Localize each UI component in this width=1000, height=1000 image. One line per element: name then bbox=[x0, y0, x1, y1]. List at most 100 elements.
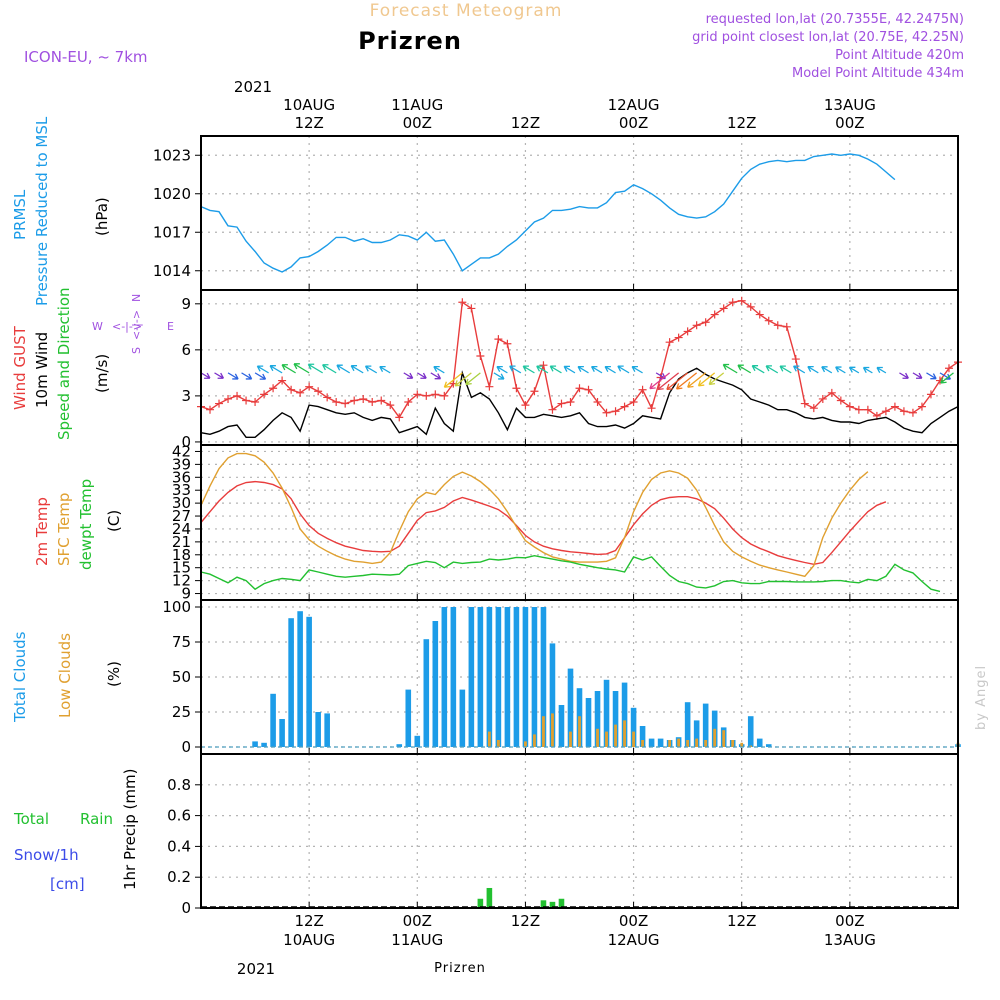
gust-point bbox=[584, 385, 593, 394]
wind-arrow bbox=[577, 365, 589, 374]
gust-point bbox=[665, 338, 674, 347]
wind-arrow bbox=[256, 365, 269, 374]
wind-arrow bbox=[697, 372, 716, 387]
y-tick-label: 9 bbox=[181, 295, 191, 313]
gust-point bbox=[422, 391, 431, 400]
bar bbox=[315, 712, 321, 747]
bottom-tick-hour: 12Z bbox=[294, 912, 323, 930]
dewpt-label: dewpt Temp bbox=[77, 479, 95, 570]
wind-arrow bbox=[200, 372, 211, 379]
snow-label: Snow/1h bbox=[14, 846, 79, 864]
series-line-2m-temp bbox=[200, 480, 887, 566]
gust-point bbox=[755, 310, 764, 319]
y-tick-label: 15 bbox=[172, 559, 191, 577]
gust-point bbox=[773, 321, 782, 330]
top-tick-date: 11AUG bbox=[391, 96, 443, 114]
wind-arrow bbox=[708, 372, 725, 386]
bar bbox=[542, 716, 545, 747]
bar bbox=[641, 740, 644, 747]
wind-arrow bbox=[379, 365, 391, 374]
t2m-label: 2m Temp bbox=[33, 497, 51, 566]
wind-unit: (m/s) bbox=[93, 354, 111, 393]
wind-arrow bbox=[649, 372, 671, 390]
gust-point bbox=[683, 327, 692, 336]
wind-arrow bbox=[227, 372, 239, 380]
pressure-panel: 1014 1017 1020 1023 bbox=[153, 135, 959, 291]
gust-point bbox=[548, 405, 557, 414]
top-tick-date: 13AUG bbox=[824, 96, 876, 114]
series-low-clouds bbox=[199, 713, 960, 748]
bar bbox=[713, 728, 717, 747]
y-tick-label: 1020 bbox=[153, 185, 191, 203]
bottom-tick-hour: 12Z bbox=[727, 912, 756, 930]
gust-point bbox=[566, 398, 575, 407]
bar bbox=[684, 702, 691, 747]
bar bbox=[513, 607, 520, 747]
gust-point bbox=[818, 394, 827, 403]
y-tick-label: 50 bbox=[172, 668, 191, 686]
bar bbox=[496, 740, 500, 747]
series-line-dewpt-temp bbox=[200, 554, 941, 593]
gust-point bbox=[728, 298, 737, 307]
gust-point bbox=[323, 393, 332, 402]
bar bbox=[621, 682, 628, 747]
gust-point bbox=[917, 402, 926, 411]
y-tick-label: 30 bbox=[172, 494, 191, 512]
precip-total-label: Total bbox=[13, 810, 49, 828]
prmsl-label: PRMSL bbox=[11, 189, 29, 240]
bar bbox=[558, 705, 565, 747]
wind-arrow bbox=[862, 366, 873, 374]
wind-arrow bbox=[657, 372, 680, 391]
y-tick-label: 75 bbox=[172, 633, 191, 651]
wind-panel: 0 3 6 9 bbox=[181, 289, 962, 451]
series-line-prmsl bbox=[200, 153, 896, 273]
y-tick-label: 9 bbox=[181, 585, 191, 603]
wind-arrow bbox=[416, 372, 427, 379]
wind-arrow bbox=[350, 365, 364, 374]
series-total-rain bbox=[477, 887, 565, 908]
gust-point bbox=[296, 388, 305, 397]
bar bbox=[603, 679, 610, 747]
gust-point bbox=[440, 391, 449, 400]
bar bbox=[693, 720, 700, 747]
bar bbox=[630, 707, 637, 747]
y-tick-label: 21 bbox=[172, 533, 191, 551]
gust-point bbox=[350, 396, 359, 405]
wind-arrow bbox=[254, 372, 267, 380]
clouds-panel: 0 25 50 75 100 bbox=[162, 598, 961, 756]
y-tick-label: 6 bbox=[181, 341, 191, 359]
wind-arrows bbox=[200, 363, 954, 391]
wind-arrow bbox=[322, 364, 337, 374]
gust-point bbox=[827, 388, 836, 397]
bar bbox=[477, 898, 484, 908]
gust-point bbox=[494, 335, 503, 344]
y-tick-label: 42 bbox=[172, 442, 191, 460]
wind-arrow bbox=[604, 365, 616, 374]
wind-arrow bbox=[751, 365, 765, 374]
bar bbox=[405, 689, 412, 747]
bar bbox=[614, 724, 617, 747]
bar bbox=[578, 716, 581, 747]
compass-south: S bbox=[130, 347, 143, 354]
bar bbox=[765, 744, 772, 747]
wind-arrow bbox=[336, 364, 351, 374]
wind-arrow bbox=[403, 372, 414, 379]
gust-point bbox=[269, 384, 278, 393]
gust-point bbox=[620, 402, 629, 411]
gust-point bbox=[476, 351, 485, 360]
gust-point bbox=[431, 390, 440, 399]
gust-point bbox=[719, 304, 728, 313]
bar bbox=[549, 901, 556, 908]
gust-point bbox=[359, 394, 368, 403]
wind-arrow bbox=[493, 372, 505, 380]
wind-arrow bbox=[899, 372, 909, 379]
credit: by Angel bbox=[974, 665, 989, 730]
wind-arrow bbox=[433, 365, 445, 374]
snow-unit: [cm] bbox=[50, 875, 85, 893]
gust-point bbox=[341, 399, 350, 408]
requested-coords: requested lon,lat (20.7355E, 42.2475N) bbox=[706, 12, 964, 27]
y-tick-label: 18 bbox=[172, 546, 191, 564]
compass-west: W bbox=[92, 320, 103, 333]
y-tick-label: 0 bbox=[181, 738, 191, 756]
